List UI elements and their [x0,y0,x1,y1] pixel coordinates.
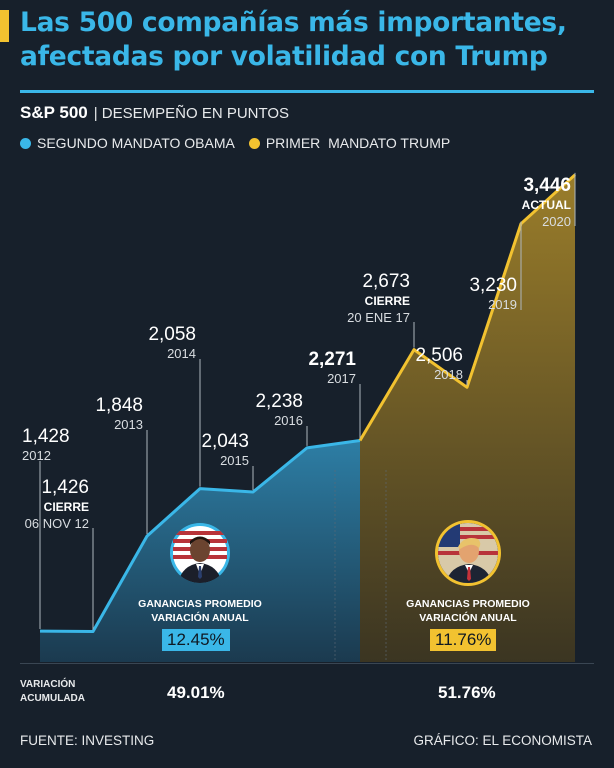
data-label-value: 1,426 [41,477,89,498]
data-label-date: 2016 [274,413,303,428]
source-note: FUENTE: INVESTING [20,733,155,748]
obama-gain-badge: 12.45% [162,629,230,651]
data-label-value: 3,446 [523,175,571,196]
data-label-tag: CIERRE [44,500,89,514]
data-label-date: 2013 [114,417,143,432]
trump-area [360,174,575,663]
data-label-value: 1,428 [22,426,70,447]
obama-variation: 49.01% [167,683,225,702]
chart-subtitle: S&P 500 | DESEMPEÑO EN PUNTOS [20,103,289,123]
data-label-date: 06 NOV 12 [25,516,89,531]
data-label-value: 2,271 [308,349,356,370]
legend-item-obama: SEGUNDO MANDATO OBAMA [20,135,235,151]
data-label-date: 2018 [434,367,463,382]
data-label-tag: ACTUAL [522,198,571,212]
data-label-date: 2019 [488,297,517,312]
legend: SEGUNDO MANDATO OBAMA PRIMER MANDATO TRU… [20,135,464,151]
legend-item-trump: PRIMER MANDATO TRUMP [248,135,451,151]
legend-label-obama: SEGUNDO MANDATO OBAMA [37,135,235,151]
data-label-date: 2020 [542,214,571,229]
data-label-value: 2,043 [201,431,249,452]
data-label-value: 2,506 [415,345,463,366]
title-divider [20,90,594,93]
data-label-date: 2017 [327,371,356,386]
obama-series-line [39,439,361,633]
footer-divider [20,663,594,664]
data-label-value: 1,848 [95,395,143,416]
data-label-date: 2015 [220,453,249,468]
data-label-value: 2,238 [255,391,303,412]
credit-note: GRÁFICO: EL ECONOMISTA [413,733,592,748]
trump-portrait [438,523,498,583]
obama-portrait [170,523,230,583]
data-label-date: 20 ENE 17 [347,310,410,325]
variation-label: VARIACIÓN ACUMULADA [20,679,85,704]
trump-gain-badge: 11.76% [430,629,497,651]
data-label-date: 2014 [167,346,196,361]
index-subtitle: | DESEMPEÑO EN PUNTOS [93,105,290,122]
chart-title: Las 500 compañías más importantes, afect… [20,7,567,72]
trump-series-line [358,173,577,442]
data-label-value: 3,230 [469,275,517,296]
data-label-date: 2012 [22,448,51,463]
legend-label-trump: PRIMER MANDATO TRUMP [265,135,451,151]
obama-gain-title: GANANCIAS PROMEDIO VARIACIÓN ANUAL [138,598,262,624]
legend-dot-trump [248,137,260,149]
data-label-value: 2,673 [362,271,410,292]
trump-variation: 51.76% [438,683,496,702]
legend-dot-obama [20,137,31,149]
title-accent-bar [0,10,9,42]
data-label-value: 2,058 [148,324,196,345]
trump-gain-title: GANANCIAS PROMEDIO VARIACIÓN ANUAL [406,598,530,624]
data-label-tag: CIERRE [365,294,410,308]
index-name: S&P 500 [20,103,88,122]
